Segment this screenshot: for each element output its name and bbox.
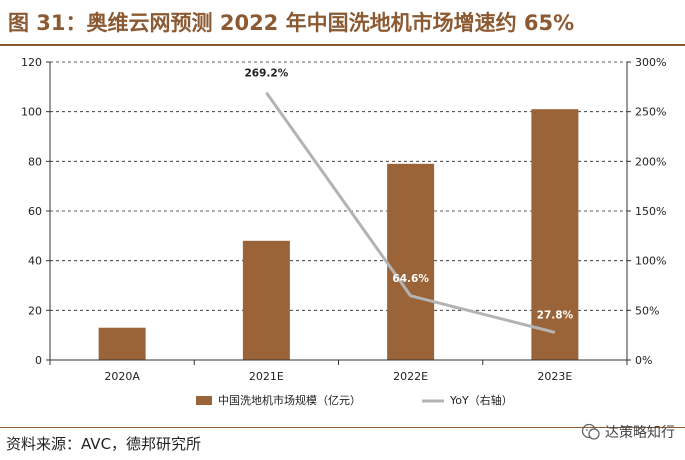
category-label: 2020A xyxy=(104,370,140,383)
bar xyxy=(531,109,579,360)
legend-bar-label: 中国洗地机市场规模（亿元） xyxy=(218,393,361,407)
market-size-chart: 0 0% 20 50% 40 100% 60 150% 80 200% 100 250% 120 300%… xyxy=(21,56,666,407)
title-divider xyxy=(0,44,685,46)
left-tick-label: 120 xyxy=(21,56,42,69)
category-label: 2022E xyxy=(393,370,428,383)
left-tick-label: 20 xyxy=(28,304,42,317)
category-label: 2023E xyxy=(537,370,572,383)
right-tick-label: 250% xyxy=(635,106,666,119)
source-note: 资料来源：AVC，德邦研究所 xyxy=(6,435,202,453)
yoy-data-label: 269.2% xyxy=(245,68,289,80)
left-tick-label: 40 xyxy=(28,255,42,268)
left-tick-label: 0 xyxy=(35,354,42,367)
bar xyxy=(387,163,435,360)
yoy-data-label: 64.6% xyxy=(392,273,429,285)
watermark: 达策略知行 xyxy=(581,419,675,445)
bar xyxy=(98,327,146,360)
left-tick-label: 100 xyxy=(21,106,42,119)
yoy-line xyxy=(265,91,556,334)
right-tick-label: 150% xyxy=(635,205,666,218)
bar xyxy=(242,240,290,360)
wechat-icon xyxy=(581,423,600,440)
legend-line-label: YoY（右轴） xyxy=(449,393,513,407)
right-tick-label: 0% xyxy=(635,354,652,367)
legend: 中国洗地机市场规模（亿元） YoY（右轴） xyxy=(196,393,513,407)
data-labels: 269.2% 64.6% 27.8% xyxy=(245,68,574,322)
right-tick-label: 200% xyxy=(635,155,666,168)
category-label: 2021E xyxy=(249,370,284,383)
watermark-text: 达策略知行 xyxy=(605,425,675,441)
grid-lines xyxy=(50,61,627,311)
figure-title: 图 31：奥维云网预测 2022 年中国洗地机市场增速约 65% xyxy=(8,11,575,35)
yoy-data-label: 27.8% xyxy=(537,309,574,321)
right-tick-label: 100% xyxy=(635,255,666,268)
right-tick-label: 300% xyxy=(635,56,666,69)
axes: 0 0% 20 50% 40 100% 60 150% 80 200% 100 250% 120 300%… xyxy=(21,56,666,383)
bar-series xyxy=(98,109,579,360)
legend-bar-swatch xyxy=(196,396,212,405)
yoy-line-series xyxy=(265,91,556,334)
footer-divider xyxy=(0,427,685,428)
right-tick-label: 50% xyxy=(635,304,659,317)
left-tick-label: 80 xyxy=(28,155,42,168)
left-tick-label: 60 xyxy=(28,205,42,218)
